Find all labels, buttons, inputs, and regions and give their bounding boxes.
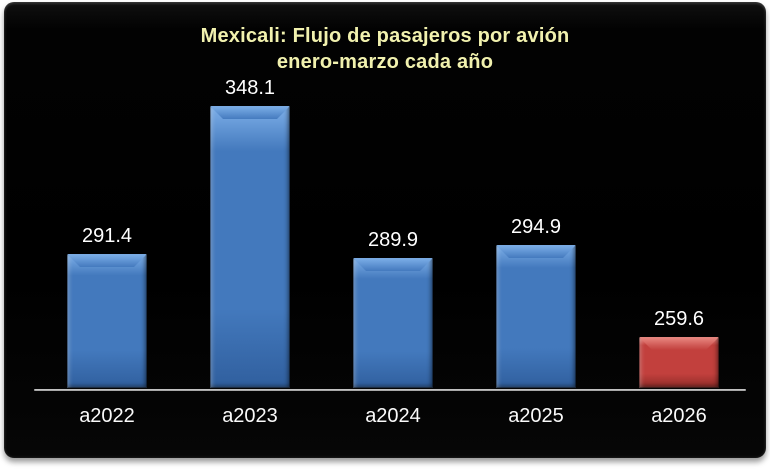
bar-value-label: 291.4 (81, 225, 133, 247)
bar-value-label: 348.1 (224, 77, 276, 99)
x-axis-label: a2023 (222, 405, 278, 427)
bar-a2023 (210, 106, 290, 388)
bar-a2024 (353, 258, 433, 388)
x-axis-label: a2022 (79, 405, 135, 427)
bar-a2022 (67, 254, 147, 388)
bar-top-bevel (496, 245, 576, 258)
bar-a2025 (496, 245, 576, 388)
bar-value-label: 289.9 (367, 229, 419, 251)
x-axis-label: a2026 (651, 405, 707, 427)
chart-panel: Mexicali: Flujo de pasajeros por avión e… (4, 2, 766, 458)
bar-top-bevel (210, 106, 290, 119)
bar-value-label: 259.6 (653, 308, 705, 330)
bar-top-bevel (67, 254, 147, 267)
chart-title-line-1: Mexicali: Flujo de pasajeros por avión (200, 25, 570, 47)
chart-title: Mexicali: Flujo de pasajeros por avión e… (4, 23, 766, 75)
bar-a2026 (639, 337, 719, 388)
bar-top-bevel (639, 337, 719, 350)
x-axis-label: a2025 (508, 405, 564, 427)
bar-top-bevel (353, 258, 433, 271)
chart-title-line-2: enero-marzo cada año (276, 51, 494, 73)
bar-value-label: 294.9 (510, 216, 562, 238)
x-axis-label: a2024 (365, 405, 421, 427)
x-axis-line (34, 389, 746, 391)
